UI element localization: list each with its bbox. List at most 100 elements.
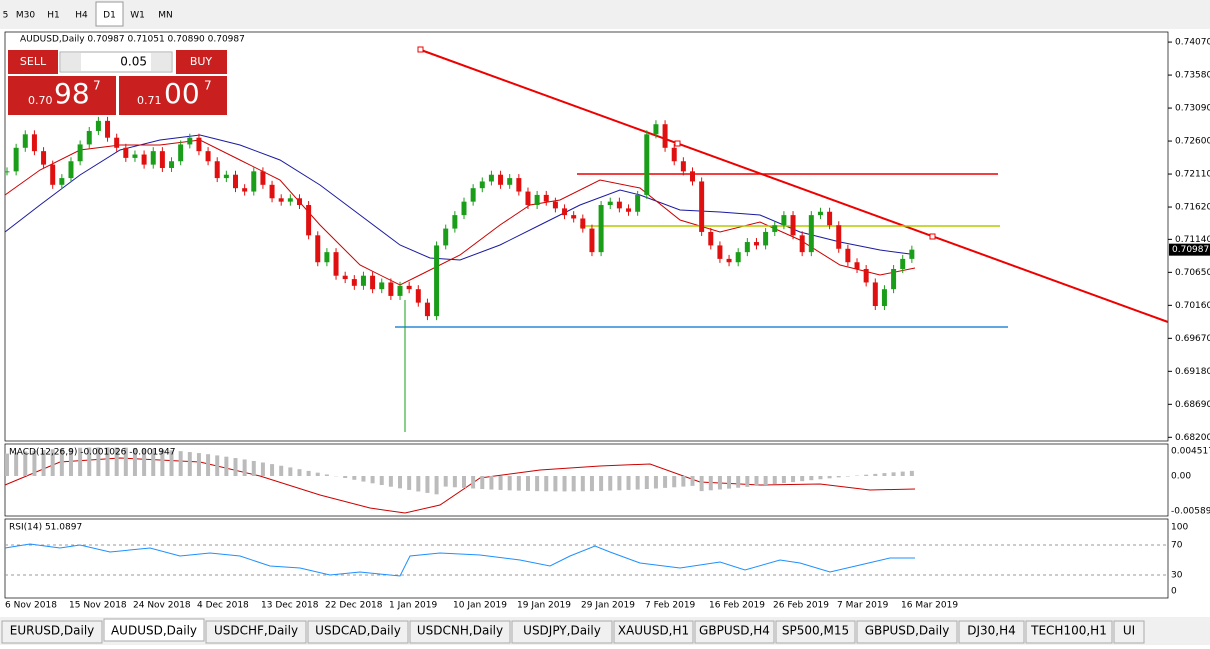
- tab-label: DJ30,H4: [967, 624, 1016, 638]
- tab-label: GBPUSD,Daily: [865, 624, 950, 638]
- candle: [471, 188, 476, 201]
- macd-bar: [215, 455, 219, 476]
- candle: [717, 245, 722, 258]
- candle: [233, 175, 238, 188]
- macd-bar: [901, 472, 905, 476]
- date-label: 16 Mar 2019: [901, 601, 958, 611]
- macd-bar: [234, 458, 238, 476]
- date-label: 16 Feb 2019: [709, 601, 765, 611]
- candle: [763, 232, 768, 245]
- macd-bar: [398, 476, 402, 488]
- rsi-tick: 0: [1171, 587, 1177, 597]
- candle: [5, 171, 10, 172]
- macd-bar: [736, 476, 740, 488]
- macd-bar: [288, 467, 292, 476]
- macd-bar: [764, 476, 768, 485]
- price-label: 0.68200: [1175, 433, 1210, 443]
- macd-bar: [389, 476, 393, 487]
- macd-bar: [444, 476, 448, 487]
- date-label: 15 Nov 2018: [69, 601, 127, 611]
- candle: [224, 175, 229, 178]
- tab-label: TECH100,H1: [1030, 624, 1107, 638]
- timeframe-label: 5: [3, 11, 9, 21]
- candle: [800, 235, 805, 252]
- macd-bar: [489, 476, 493, 490]
- macd-bar: [581, 476, 585, 491]
- macd-bar: [179, 451, 183, 476]
- candle: [480, 181, 485, 188]
- candle: [635, 195, 640, 212]
- candle: [260, 171, 265, 184]
- macd-bar: [663, 476, 667, 488]
- timeframe-label: H1: [47, 11, 60, 21]
- macd-bar: [307, 471, 311, 476]
- lot-up[interactable]: [151, 53, 171, 71]
- price-label: 0.72600: [1175, 137, 1210, 147]
- price-label: 0.71620: [1175, 203, 1210, 213]
- candle: [416, 289, 421, 302]
- macd-bar: [297, 469, 301, 476]
- macd-bar: [416, 476, 420, 491]
- candle: [909, 250, 914, 259]
- macd-bar: [544, 476, 548, 491]
- candle: [791, 215, 796, 235]
- trend-anchor: [675, 141, 680, 146]
- date-label: 1 Jan 2019: [389, 601, 437, 611]
- timeframe-label: D1: [103, 11, 116, 21]
- candle: [644, 134, 649, 195]
- candle: [827, 212, 832, 225]
- bid-prefix: 0.70: [28, 94, 53, 107]
- candle: [781, 215, 786, 225]
- macd-bar: [553, 476, 557, 491]
- macd-bar: [526, 476, 530, 491]
- macd-bar: [261, 462, 265, 476]
- macd-bar: [508, 476, 512, 490]
- candle: [279, 198, 284, 201]
- date-label: 19 Jan 2019: [517, 601, 571, 611]
- macd-label: MACD(12,26,9) -0.001026 -0.001947: [9, 448, 175, 458]
- timeframe-label: MN: [158, 11, 173, 21]
- macd-bar: [745, 476, 749, 487]
- candle: [142, 155, 147, 165]
- candle: [105, 121, 110, 138]
- tab-label: UI: [1123, 624, 1135, 638]
- macd-bar: [627, 476, 631, 490]
- price-label: 0.70650: [1175, 268, 1210, 278]
- macd-bar: [252, 461, 256, 476]
- candle: [845, 249, 850, 262]
- date-label: 4 Dec 2018: [197, 601, 249, 611]
- tab-label: GBPUSD,H4: [699, 624, 770, 638]
- candle: [68, 161, 73, 178]
- macd-bar: [206, 454, 210, 476]
- tab-label: XAUUSD,H1: [618, 624, 689, 638]
- date-label: 29 Jan 2019: [581, 601, 635, 611]
- macd-bar: [197, 453, 201, 476]
- candle: [169, 161, 174, 168]
- rsi-tick: 70: [1171, 541, 1183, 551]
- candle: [580, 218, 585, 228]
- candle: [599, 205, 604, 252]
- macd-tick: 0.00: [1171, 472, 1191, 482]
- macd-bar: [636, 476, 640, 490]
- macd-bar: [425, 476, 429, 493]
- trend-anchor: [930, 234, 935, 239]
- candle: [370, 276, 375, 289]
- lot-down[interactable]: [61, 53, 81, 71]
- price-label: 0.70160: [1175, 301, 1210, 311]
- date-label: 7 Mar 2019: [837, 601, 889, 611]
- candle: [343, 276, 348, 279]
- timeframe-label: M30: [16, 11, 35, 21]
- tab-label: SP500,M15: [782, 624, 849, 638]
- macd-bar: [590, 476, 594, 491]
- bid-pip: 7: [93, 79, 101, 93]
- candle: [114, 138, 119, 148]
- tab-label: USDJPY,Daily: [523, 624, 601, 638]
- macd-bar: [343, 476, 347, 478]
- macd-bar: [352, 476, 356, 480]
- macd-bar: [718, 476, 722, 489]
- candle: [589, 229, 594, 253]
- price-label: 0.73580: [1175, 71, 1210, 81]
- ask-prefix: 0.71: [137, 94, 162, 107]
- date-label: 22 Dec 2018: [325, 601, 383, 611]
